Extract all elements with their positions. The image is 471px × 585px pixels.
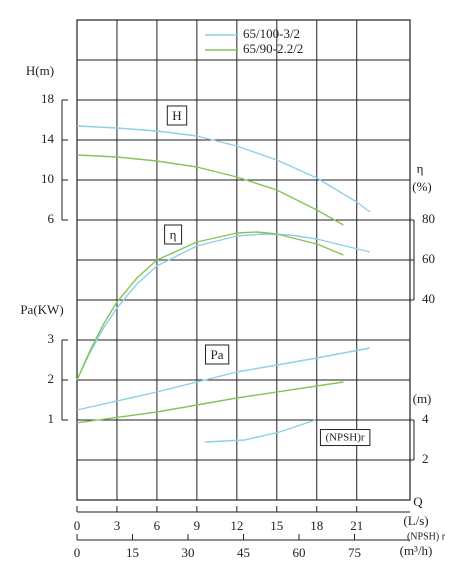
curve-label: η bbox=[170, 227, 177, 242]
y-tick-label: 6 bbox=[48, 211, 55, 226]
x2-tick-label: 60 bbox=[293, 545, 306, 560]
y-axis-label: η bbox=[417, 161, 424, 176]
y-axis-label: (m) bbox=[413, 391, 432, 406]
curve bbox=[76, 347, 371, 411]
curve bbox=[76, 233, 371, 381]
y-tick-label: 18 bbox=[41, 91, 54, 106]
grid-rows bbox=[77, 59, 410, 461]
x-axis-label: Q bbox=[413, 494, 423, 509]
curve-label: (NPSH)r bbox=[325, 432, 364, 444]
x2-tick-label: 45 bbox=[237, 545, 250, 560]
y-axis-label: Pa(KW) bbox=[20, 302, 63, 317]
curve-label: H bbox=[172, 108, 181, 123]
curve bbox=[76, 381, 344, 424]
x-tick-label: 18 bbox=[310, 518, 323, 533]
y-tick-label: 4 bbox=[422, 411, 429, 426]
x-tick-label: 15 bbox=[270, 518, 283, 533]
y-tick-label: 60 bbox=[422, 251, 435, 266]
y-tick-label: 40 bbox=[422, 291, 435, 306]
curve bbox=[204, 419, 316, 443]
x2-tick-label: 15 bbox=[126, 545, 139, 560]
y-axis-label: H(m) bbox=[26, 63, 54, 78]
y-tick-label: 1 bbox=[48, 411, 55, 426]
legend-label: 65/100-3/2 bbox=[243, 26, 300, 41]
curve-label: Pa bbox=[211, 347, 224, 362]
x-tick-label: 0 bbox=[74, 518, 81, 533]
x-tick-label: 21 bbox=[350, 518, 363, 533]
y-tick-label: 3 bbox=[48, 331, 55, 346]
y-tick-label: 14 bbox=[41, 131, 55, 146]
y-axis-unit: (%) bbox=[412, 179, 432, 194]
legend-label: 65/90-2.2/2 bbox=[243, 41, 303, 56]
y-tick-label: 10 bbox=[41, 171, 54, 186]
curve-label-box bbox=[205, 344, 230, 365]
x-unit: (L/s) bbox=[403, 513, 428, 528]
x2-unit: (m³/h) bbox=[400, 543, 433, 558]
x-note: (NPSH) r bbox=[407, 531, 446, 542]
y-tick-label: 2 bbox=[48, 371, 55, 386]
curve-label-box bbox=[319, 429, 371, 447]
curve bbox=[76, 154, 344, 226]
curve bbox=[76, 231, 344, 381]
y-tick-label: 80 bbox=[422, 211, 435, 226]
x-tick-label: 12 bbox=[230, 518, 243, 533]
curve-label-box bbox=[164, 224, 183, 245]
curve bbox=[76, 125, 371, 213]
curve-label-box bbox=[166, 105, 188, 126]
x2-tick-label: 30 bbox=[182, 545, 195, 560]
x-tick-label: 9 bbox=[194, 518, 201, 533]
x2-tick-label: 75 bbox=[348, 545, 361, 560]
x-tick-label: 6 bbox=[154, 518, 161, 533]
x2-tick-label: 0 bbox=[74, 545, 81, 560]
x-tick-label: 3 bbox=[114, 518, 121, 533]
y-tick-label: 2 bbox=[422, 451, 429, 466]
